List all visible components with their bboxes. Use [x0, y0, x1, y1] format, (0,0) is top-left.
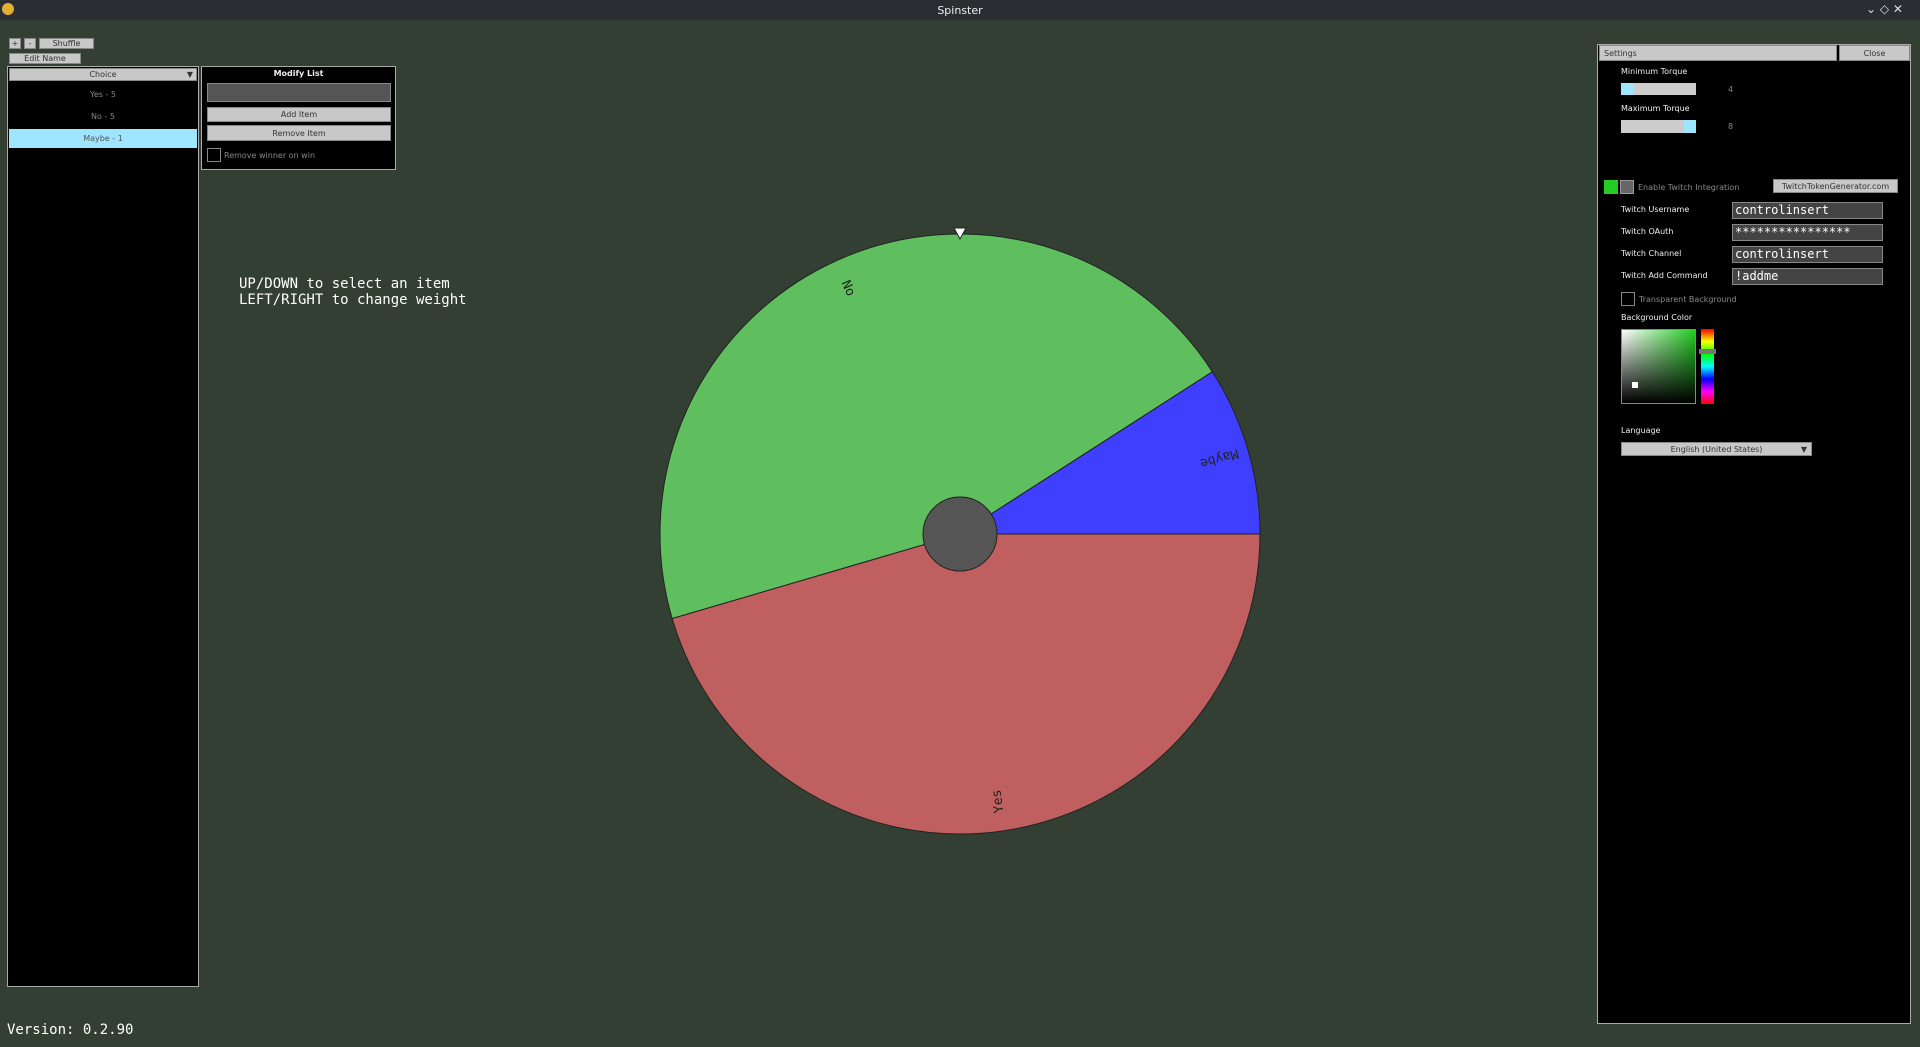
item-input[interactable] — [207, 83, 391, 102]
wheel-slice — [659, 233, 1214, 620]
twitch-enable-label: Enable Twitch Integration — [1638, 183, 1740, 192]
color-picker[interactable] — [1621, 329, 1696, 404]
slice-label: Yes — [989, 789, 1007, 814]
field-label: Twitch Add Command — [1621, 271, 1708, 280]
remove-button[interactable]: - — [24, 38, 36, 49]
transparent-label: Transparent Background — [1639, 295, 1737, 304]
list-item[interactable]: Maybe - 1 — [9, 129, 197, 148]
field-input[interactable]: **************** — [1732, 224, 1883, 241]
max-torque-value: 8 — [1728, 122, 1734, 131]
window-title: Spinster — [937, 4, 983, 17]
twitch-checkbox[interactable] — [1620, 180, 1634, 194]
wheel-slice — [671, 533, 1261, 835]
wheel-slice — [958, 371, 1261, 535]
close-button[interactable]: Close — [1839, 45, 1910, 61]
settings-tab[interactable]: Settings — [1599, 45, 1837, 61]
remove-item-button[interactable]: Remove Item — [207, 125, 391, 141]
transparent-checkbox[interactable] — [1621, 292, 1635, 306]
dropdown-label: Choice — [89, 70, 117, 79]
shuffle-button[interactable]: Shuffle — [39, 38, 94, 49]
instructions: UP/DOWN to select an item LEFT/RIGHT to … — [239, 276, 467, 308]
app-icon — [2, 3, 14, 15]
instruction-line: LEFT/RIGHT to change weight — [239, 292, 467, 308]
list-item[interactable]: No - 5 — [91, 112, 115, 121]
twitch-toggle[interactable] — [1604, 180, 1618, 194]
field-input[interactable]: !addme — [1732, 268, 1883, 285]
min-torque-label: Minimum Torque — [1621, 67, 1688, 76]
max-torque-label: Maximum Torque — [1621, 104, 1690, 113]
field-label: Twitch Channel — [1621, 249, 1682, 258]
settings-panel: Settings Close Minimum Torque 4 Maximum … — [1597, 44, 1911, 1024]
title-bar: Spinster ⌄ ◇ ✕ — [0, 0, 1920, 20]
checkbox-label: Remove winner on win — [224, 151, 316, 160]
language-value: English (United States) — [1670, 445, 1763, 454]
language-label: Language — [1621, 426, 1661, 435]
field-label: Twitch Username — [1621, 205, 1690, 214]
item-list: Choice ▼ Yes - 5 No - 5 Maybe - 1 — [7, 66, 199, 987]
window-controls[interactable]: ⌄ ◇ ✕ — [1866, 2, 1903, 16]
add-button[interactable]: + — [9, 38, 21, 49]
list-dropdown[interactable]: Choice ▼ — [9, 68, 197, 81]
add-item-button[interactable]: Add Item — [207, 107, 391, 122]
min-torque-value: 4 — [1728, 85, 1734, 94]
language-dropdown[interactable]: English (United States) ▼ — [1621, 442, 1812, 456]
field-input[interactable]: controlinsert — [1732, 202, 1883, 219]
bg-color-label: Background Color — [1621, 313, 1693, 322]
slice-label: No — [838, 278, 858, 298]
edit-name-button[interactable]: Edit Name — [9, 53, 81, 64]
checkbox[interactable] — [207, 148, 221, 162]
list-item[interactable]: Yes - 5 — [90, 90, 116, 99]
panel-title: Modify List — [273, 69, 324, 78]
token-link-button[interactable]: TwitchTokenGenerator.com — [1773, 179, 1898, 193]
modify-list-panel: Modify List Add Item Remove Item Remove … — [201, 66, 396, 170]
min-torque-slider[interactable] — [1621, 83, 1696, 95]
max-torque-slider[interactable] — [1621, 120, 1696, 133]
instruction-line: UP/DOWN to select an item — [239, 276, 450, 292]
version-label: Version: 0.2.90 — [7, 1022, 134, 1038]
hue-slider[interactable] — [1699, 329, 1716, 404]
wheel-pointer — [953, 227, 967, 241]
field-input[interactable]: controlinsert — [1732, 246, 1883, 263]
wheel-hub — [922, 496, 998, 572]
field-label: Twitch OAuth — [1621, 227, 1674, 236]
